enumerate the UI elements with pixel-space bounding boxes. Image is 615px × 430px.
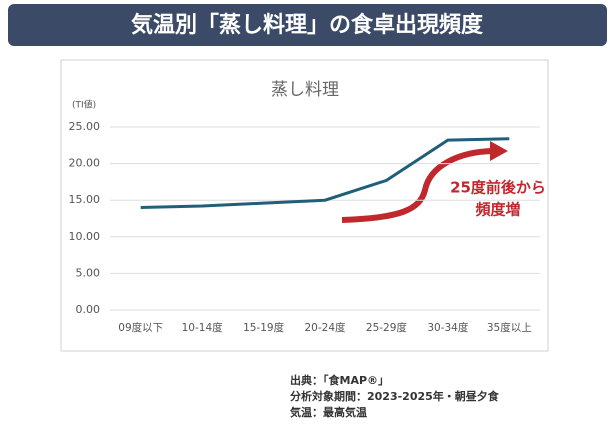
header-title: 気温別「蒸し料理」の食卓出現頻度	[131, 12, 484, 38]
x-tick-label: 10-14度	[182, 321, 224, 334]
source-line: 分析対象期間：2023-2025年・朝昼夕食	[290, 389, 500, 403]
annotation-text: 25度前後から	[450, 179, 546, 197]
source-line: 出典：「食MAP®」	[290, 373, 389, 387]
x-tick-label: 35度以上	[487, 321, 532, 334]
y-tick-label: 20.00	[69, 157, 101, 170]
annotation-arrow	[341, 148, 493, 223]
header-banner	[8, 4, 607, 46]
y-tick-label: 10.00	[69, 230, 101, 243]
x-tick-label: 15-19度	[243, 321, 285, 334]
x-tick-label: 30-34度	[427, 321, 469, 334]
chart-frame	[60, 59, 549, 352]
annotation-text: 頻度増	[475, 201, 520, 219]
line	[140, 137, 510, 210]
chart-title: 蒸し料理	[271, 80, 339, 100]
y-tick-label: 25.00	[69, 120, 101, 133]
x-tick-label: 25-29度	[366, 321, 408, 334]
annotation-arrowhead	[490, 141, 508, 161]
y-tick-label: 0.00	[76, 303, 101, 316]
x-tick-label: 09度以下	[118, 321, 163, 334]
y-tick-label: 15.00	[69, 193, 101, 206]
y-axis-label: (TI値)	[72, 99, 96, 111]
x-tick-label: 20-24度	[304, 321, 346, 334]
y-tick-label: 5.00	[76, 266, 101, 279]
source-line: 気温：最高気温	[290, 405, 367, 419]
